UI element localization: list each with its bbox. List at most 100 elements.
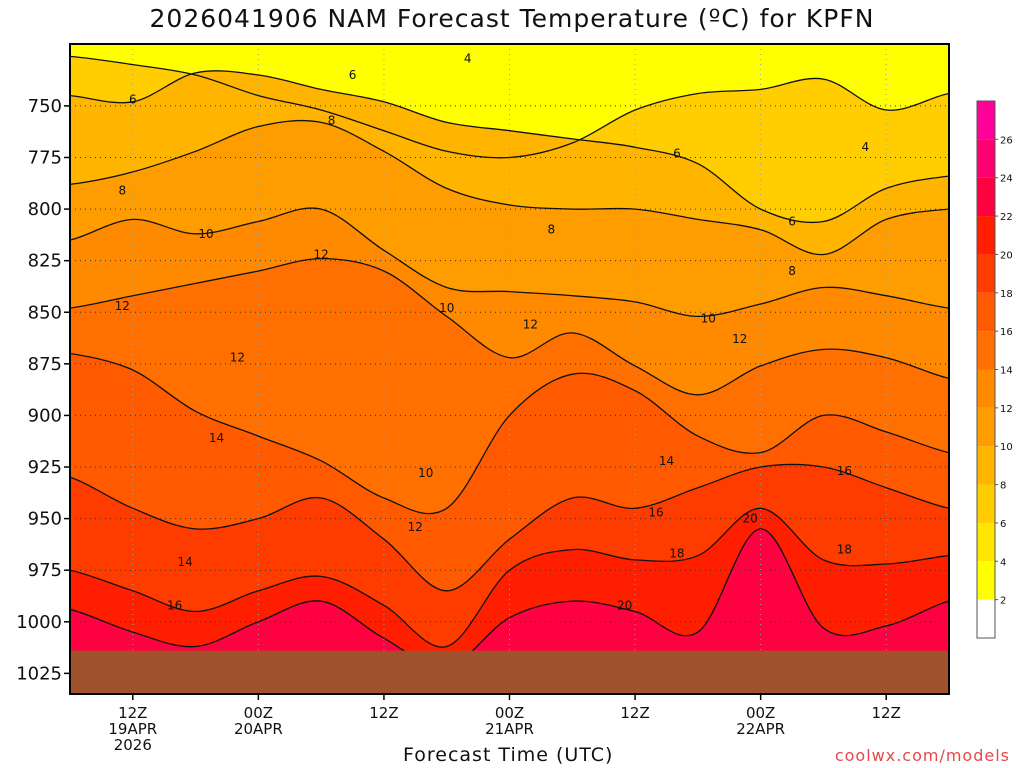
x-tick-label: 00Z (244, 704, 273, 722)
colorbar-swatch (977, 292, 995, 332)
isotherm-label-12: 12 (314, 247, 329, 261)
isotherm-label-10: 10 (198, 227, 213, 241)
isotherm-label-6: 6 (129, 93, 137, 107)
y-tick-label: 750 (28, 96, 62, 117)
ground-fill (70, 650, 949, 694)
isotherm-label-12: 12 (523, 318, 538, 332)
colorbar-swatch (977, 177, 995, 217)
colorbar-tick-label: 2 (1000, 596, 1006, 607)
y-tick-label: 1025 (16, 663, 62, 684)
y-tick-label: 850 (28, 302, 62, 323)
isotherm-20 (70, 528, 949, 669)
colorbar-tick-label: 8 (1000, 481, 1006, 492)
colorbar-tick-label: 26 (1000, 135, 1013, 146)
ground-surface (70, 650, 949, 694)
y-tick-label: 950 (28, 509, 62, 530)
x-tick-label: 12Z (369, 704, 398, 722)
isotherm-label-10: 10 (418, 466, 433, 480)
colorbar-tick-label: 10 (1000, 442, 1013, 453)
y-tick-label: 1000 (16, 612, 62, 633)
colorbar-swatch (977, 446, 995, 485)
isotherm-label-14: 14 (209, 431, 224, 445)
isotherm-label-20: 20 (743, 512, 758, 526)
colorbar-swatch (977, 407, 995, 447)
colorbar-tick-label: 14 (1000, 366, 1013, 377)
colorbar-tick-label: 22 (1000, 212, 1013, 223)
colorbar-swatch (977, 561, 995, 600)
isotherm-label-12: 12 (115, 299, 130, 313)
x-tick-label: 00Z (495, 704, 524, 722)
colorbar-swatch (977, 254, 995, 293)
chart-title: 2026041906 NAM Forecast Temperature (ºC)… (149, 4, 875, 33)
colorbar-swatch (977, 216, 995, 255)
x-tick-label: 12Z (118, 704, 147, 722)
isotherm-label-10: 10 (701, 311, 716, 325)
colorbar-swatch (977, 101, 995, 140)
colorbar-tick-label: 20 (1000, 250, 1013, 261)
isotherm-10 (70, 207, 949, 318)
x-axis-label: Forecast Time (UTC) (403, 744, 614, 766)
isotherm-label-6: 6 (788, 214, 796, 228)
x-tick-label: 19APR (108, 720, 157, 738)
y-tick-label: 875 (28, 354, 62, 375)
y-tick-label: 925 (28, 457, 62, 478)
colorbar-swatch (977, 522, 995, 562)
isotherm-label-4: 4 (861, 140, 869, 154)
colorbar-swatch (977, 369, 995, 408)
isotherm-label-16: 16 (837, 464, 852, 478)
isotherm-label-8: 8 (788, 264, 796, 278)
isotherm-14 (70, 352, 949, 515)
isotherm-label-8: 8 (119, 184, 127, 198)
colorbar-tick-label: 6 (1000, 519, 1006, 530)
x-tick-label: 20APR (234, 720, 283, 738)
isotherm-16 (70, 463, 949, 592)
colorbar-swatch (977, 139, 995, 178)
colorbar-swatch (977, 599, 995, 638)
x-tick-label: 2026 (114, 736, 152, 754)
isotherm-12 (70, 257, 949, 396)
gridlines (70, 44, 949, 694)
isotherm-18 (70, 507, 949, 648)
y-tick-label: 975 (28, 560, 62, 581)
isotherm-label-14: 14 (659, 454, 674, 468)
isotherm-label-10: 10 (439, 301, 454, 315)
isotherm-label-6: 6 (349, 68, 357, 82)
x-tick-label: 12Z (620, 704, 649, 722)
isotherm-label-12: 12 (408, 520, 423, 534)
isotherm-label-14: 14 (177, 555, 192, 569)
colorbar-tick-label: 4 (1000, 557, 1006, 568)
temperature-fill-bands (70, 44, 949, 694)
isotherm-6 (70, 70, 949, 224)
isotherm-label-18: 18 (669, 547, 684, 561)
colorbar-tick-label: 12 (1000, 404, 1013, 415)
isotherm-label-16: 16 (167, 598, 182, 612)
colorbar-swatch (977, 331, 995, 370)
source-credit: coolwx.com/models (834, 746, 1010, 765)
colorbar-tick-label: 24 (1000, 174, 1013, 185)
y-tick-label: 825 (28, 251, 62, 272)
isotherm-label-12: 12 (230, 351, 245, 365)
y-tick-label: 900 (28, 405, 62, 426)
isotherm-labels: 4 4 6 6 6 6 8 8 8 8 10 10 10 10 12 12 12 12 12 12 14 14 14 16 16… (115, 51, 869, 612)
colorbar-tick-label: 16 (1000, 327, 1013, 338)
y-tick-label: 800 (28, 199, 62, 220)
isotherm-label-20: 20 (617, 598, 632, 612)
x-tick-label: 12Z (872, 704, 901, 722)
y-tick-label: 775 (28, 147, 62, 168)
x-tick-label: 22APR (736, 720, 785, 738)
x-tick-label: 21APR (485, 720, 534, 738)
isotherm-label-16: 16 (648, 505, 663, 519)
isotherm-label-12: 12 (732, 332, 747, 346)
colorbar-tick-label: 18 (1000, 289, 1013, 300)
isotherm-8 (70, 119, 949, 256)
x-tick-label: 00Z (746, 704, 775, 722)
isotherm-label-18: 18 (837, 543, 852, 557)
isotherm-label-8: 8 (328, 113, 336, 127)
colorbar-swatch (977, 484, 995, 523)
isotherm-contours (70, 55, 949, 669)
isotherm-label-6: 6 (673, 146, 681, 160)
isotherm-label-8: 8 (548, 223, 556, 237)
